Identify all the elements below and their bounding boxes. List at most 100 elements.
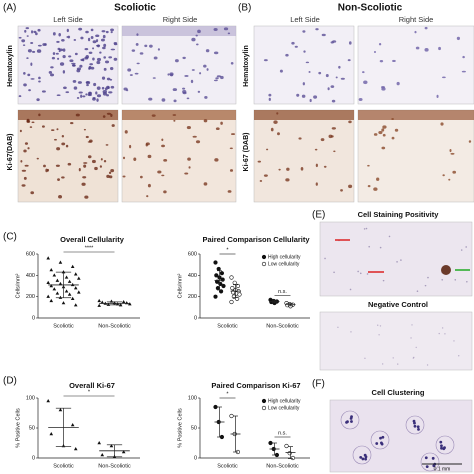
- cell: [392, 59, 396, 62]
- y-tick-label: 0: [194, 455, 197, 461]
- cell: [270, 127, 274, 132]
- cell: [381, 363, 384, 365]
- data-point: [58, 260, 63, 264]
- panel-subtitle: Negative Control: [368, 300, 428, 309]
- cell: [54, 138, 57, 141]
- cell: [364, 357, 366, 360]
- cell: [24, 142, 29, 145]
- cell: [378, 43, 382, 46]
- cell: [73, 86, 78, 90]
- cell: [86, 84, 89, 87]
- cell: [373, 187, 378, 191]
- cell: [276, 112, 279, 115]
- cell: [286, 167, 290, 171]
- cluster: [420, 452, 440, 472]
- cell: [49, 73, 55, 77]
- cell: [229, 169, 234, 172]
- cell: [23, 83, 27, 87]
- cell: [203, 64, 207, 68]
- cell: [92, 57, 95, 61]
- cell: [103, 159, 107, 163]
- panel-title: Non-Scoliotic: [338, 3, 403, 14]
- cell: [65, 144, 69, 148]
- cell: [113, 41, 118, 45]
- cell: [110, 113, 113, 118]
- cell: [63, 86, 67, 90]
- cell: [26, 35, 29, 37]
- cell: [153, 56, 158, 60]
- cell: [43, 164, 46, 168]
- cell: [361, 457, 365, 461]
- cell: [139, 175, 143, 179]
- data-point: [46, 280, 50, 284]
- cell: [68, 55, 72, 58]
- cell: [410, 337, 412, 339]
- x-tick-label: Non-Scoliotic: [98, 463, 131, 469]
- cell: [466, 280, 468, 283]
- data-point: [109, 444, 114, 448]
- cell: [95, 34, 100, 38]
- micrograph: [121, 109, 237, 203]
- panel-label: (A): [3, 3, 16, 14]
- data-point: [232, 280, 237, 285]
- cell: [147, 183, 151, 188]
- cell: [331, 99, 336, 103]
- cell: [391, 118, 394, 120]
- cell: [88, 67, 91, 70]
- cell: [191, 37, 196, 42]
- cell: [416, 425, 420, 429]
- data-point: [213, 294, 218, 299]
- cell: [442, 76, 446, 79]
- data-point: [219, 271, 224, 276]
- cell: [458, 355, 460, 357]
- cluster: [370, 430, 390, 450]
- cell: [109, 66, 114, 71]
- cell: [149, 44, 153, 48]
- column-header: Left Side: [290, 15, 320, 24]
- cell: [122, 175, 126, 178]
- cell: [188, 166, 191, 169]
- cell: [146, 195, 149, 198]
- cell: [309, 98, 312, 103]
- cell: [268, 93, 272, 97]
- cell: [291, 41, 295, 45]
- cell: [18, 95, 22, 98]
- cell: [380, 442, 384, 446]
- legend-marker: [261, 254, 267, 260]
- cluster: [405, 415, 425, 435]
- cell: [38, 80, 41, 83]
- cell: [56, 40, 60, 43]
- cell: [25, 27, 30, 30]
- y-tick-label: 600: [188, 251, 197, 257]
- cell: [41, 125, 45, 128]
- cell: [109, 175, 113, 179]
- cell: [92, 40, 97, 44]
- cell: [85, 30, 89, 34]
- significance: *: [88, 389, 91, 395]
- cell: [161, 98, 166, 102]
- cell: [456, 36, 460, 41]
- cell: [96, 60, 101, 65]
- cell: [301, 94, 306, 98]
- cell: [84, 195, 89, 199]
- cell: [99, 51, 102, 54]
- cell: [42, 43, 46, 46]
- cell: [31, 30, 34, 34]
- cell: [300, 167, 304, 171]
- cell: [105, 144, 109, 146]
- significance: ****: [85, 245, 94, 251]
- legend-label: High cellularity: [268, 398, 301, 404]
- cell: [332, 40, 337, 43]
- cell: [172, 114, 177, 116]
- y-tick-label: 100: [26, 395, 35, 401]
- cell: [85, 135, 89, 139]
- y-tick-label: 0: [32, 455, 35, 461]
- cell: [278, 168, 281, 171]
- x-tick-label: Scoliotic: [53, 323, 74, 329]
- cell: [51, 56, 56, 60]
- cell: [359, 455, 363, 459]
- cell: [368, 245, 371, 248]
- tissue-edge: [122, 110, 236, 120]
- cell: [69, 59, 74, 63]
